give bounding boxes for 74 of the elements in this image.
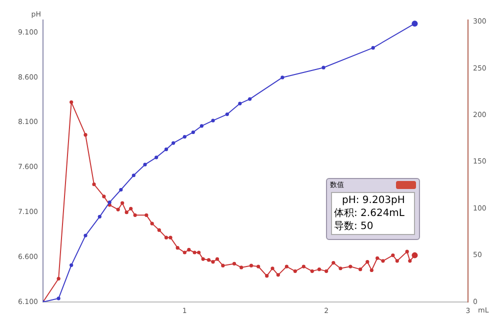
point — [124, 210, 128, 214]
point — [150, 222, 154, 226]
point — [116, 208, 120, 212]
point — [358, 268, 362, 272]
point — [182, 134, 186, 139]
point — [302, 264, 306, 268]
point — [154, 156, 158, 160]
point — [338, 266, 342, 270]
point — [84, 133, 88, 137]
point — [370, 268, 374, 272]
point — [391, 254, 395, 258]
point — [221, 264, 225, 268]
point — [176, 246, 180, 250]
point — [172, 141, 176, 145]
point — [293, 269, 297, 273]
point — [157, 228, 161, 232]
point — [92, 182, 96, 186]
point — [119, 188, 123, 192]
point — [108, 200, 112, 204]
point — [144, 213, 148, 217]
point — [371, 46, 375, 50]
point — [164, 236, 168, 240]
point — [164, 148, 168, 152]
point — [98, 214, 102, 218]
point — [238, 102, 242, 106]
point — [280, 76, 284, 80]
point — [276, 273, 280, 277]
point — [206, 258, 211, 262]
point — [310, 269, 314, 273]
point — [366, 260, 370, 264]
point — [270, 266, 274, 270]
point — [332, 260, 336, 265]
point — [200, 124, 204, 128]
point — [225, 112, 229, 116]
point — [232, 262, 236, 266]
point — [102, 194, 106, 198]
point — [192, 250, 196, 254]
point — [395, 259, 399, 263]
point — [317, 268, 322, 272]
point — [197, 250, 201, 254]
point — [408, 259, 412, 263]
point — [201, 257, 205, 261]
point — [129, 206, 133, 210]
point — [240, 266, 244, 270]
point — [143, 162, 147, 166]
point — [120, 201, 124, 205]
point — [256, 264, 260, 268]
point — [70, 100, 74, 104]
point — [191, 130, 195, 134]
point — [248, 97, 252, 101]
point — [265, 274, 269, 278]
annotation: 体积: 2.624mL — [334, 207, 406, 220]
point — [348, 264, 352, 268]
point — [405, 250, 409, 254]
point — [211, 118, 215, 122]
point — [168, 236, 172, 240]
point — [322, 66, 326, 70]
point — [215, 257, 220, 261]
point — [284, 264, 288, 268]
point — [381, 259, 385, 263]
point — [84, 234, 88, 238]
point — [133, 213, 137, 217]
point — [182, 250, 186, 254]
point — [324, 269, 328, 273]
point — [70, 263, 74, 267]
point — [376, 256, 380, 260]
point — [132, 174, 136, 178]
point — [187, 248, 191, 252]
point — [211, 260, 215, 264]
point — [56, 296, 60, 300]
point — [56, 276, 60, 280]
annotation: 导数: 50 — [334, 220, 374, 233]
point — [249, 264, 254, 268]
annotation: pH: 9.203pH — [341, 194, 406, 207]
